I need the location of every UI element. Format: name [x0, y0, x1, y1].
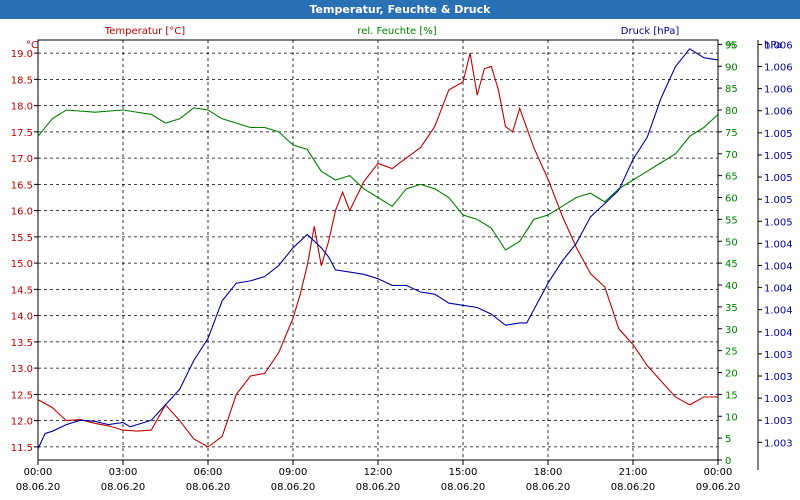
- temperature-tick-label: 18.0: [11, 102, 33, 113]
- humidity-tick-label: 70: [725, 150, 738, 161]
- series-header: Druck [hPa]: [621, 26, 680, 37]
- humidity-tick-label: 90: [725, 62, 738, 73]
- pressure-tick-label: 1.003: [764, 350, 793, 361]
- temperature-tick-label: 18.5: [11, 75, 33, 86]
- temperature-tick-label: 14.5: [11, 285, 33, 296]
- pressure-tick-label: 1.006: [764, 85, 793, 96]
- humidity-tick-label: 20: [725, 369, 738, 380]
- x-tick-time: 21:00: [619, 467, 648, 478]
- pressure-tick-label: 1.006: [764, 63, 793, 74]
- series-line-temperature: [37, 52, 718, 448]
- series-header: Temperatur [°C]: [104, 26, 185, 37]
- pressure-tick-label: 1.004: [764, 284, 793, 295]
- temperature-tick-label: 16.5: [11, 180, 33, 191]
- x-tick-time: 15:00: [449, 467, 478, 478]
- temperature-unit: °C: [26, 40, 38, 51]
- x-tick-date: 08.06.20: [271, 482, 316, 493]
- pressure-tick-label: 1.005: [764, 173, 793, 184]
- pressure-tick-label: 1.003: [764, 438, 793, 449]
- series-header: rel. Feuchte [%]: [357, 26, 436, 37]
- humidity-tick-label: 5: [725, 434, 731, 445]
- temperature-tick-label: 12.0: [11, 417, 33, 428]
- temperature-tick-label: 15.0: [11, 259, 33, 270]
- temperature-tick-label: 11.5: [11, 443, 33, 454]
- pressure-tick-label: 1.005: [764, 151, 793, 162]
- pressure-tick-label: 1.005: [764, 217, 793, 228]
- x-tick-date: 08.06.20: [101, 482, 146, 493]
- pressure-tick-label: 1.006: [764, 107, 793, 118]
- temperature-tick-label: 14.0: [11, 312, 33, 323]
- humidity-tick-label: 40: [725, 281, 738, 292]
- pressure-tick-label: 1.004: [764, 239, 793, 250]
- x-tick-time: 03:00: [109, 467, 138, 478]
- humidity-tick-label: 95: [725, 40, 738, 51]
- pressure-tick-label: 1.003: [764, 394, 793, 405]
- series-line-pressure: [37, 48, 719, 450]
- x-tick-time: 18:00: [534, 467, 563, 478]
- humidity-tick-label: 45: [725, 259, 738, 270]
- pressure-unit: hPa: [764, 40, 782, 51]
- x-tick-time: 09:00: [279, 467, 308, 478]
- humidity-tick-label: 50: [725, 237, 738, 248]
- humidity-tick-label: 25: [725, 347, 738, 358]
- temperature-tick-label: 12.5: [11, 390, 33, 401]
- pressure-tick-label: 1.005: [764, 195, 793, 206]
- humidity-tick-label: 0: [725, 456, 731, 467]
- humidity-tick-label: 75: [725, 128, 738, 139]
- x-tick-date: 08.06.20: [186, 482, 231, 493]
- pressure-tick-label: 1.004: [764, 306, 793, 317]
- chart: 11.5 12.0 12.5 13.0 13.5 14.0 14.5 15.0 15.5 16.0…: [11, 26, 793, 493]
- temperature-tick-label: 13.5: [11, 338, 33, 349]
- series-line-humidity: [37, 107, 719, 251]
- humidity-tick-label: 15: [725, 390, 738, 401]
- x-tick-date: 08.06.20: [441, 482, 486, 493]
- humidity-tick-label: 30: [725, 325, 738, 336]
- x-tick-time: 12:00: [364, 467, 393, 478]
- pressure-tick-label: 1.005: [764, 129, 793, 140]
- chart-title: Temperatur, Feuchte & Druck: [0, 0, 800, 19]
- pressure-tick-label: 1.004: [764, 328, 793, 339]
- pressure-tick-label: 1.004: [764, 261, 793, 272]
- humidity-tick-label: 10: [725, 412, 738, 423]
- humidity-tick-label: 60: [725, 194, 738, 205]
- x-tick-date: 08.06.20: [356, 482, 401, 493]
- pressure-tick-label: 1.003: [764, 372, 793, 383]
- x-tick-time: 00:00: [24, 467, 53, 478]
- humidity-tick-label: 65: [725, 172, 738, 183]
- temperature-tick-label: 15.5: [11, 233, 33, 244]
- humidity-tick-label: 80: [725, 106, 738, 117]
- x-tick-date: 08.06.20: [611, 482, 656, 493]
- humidity-tick-label: 85: [725, 84, 738, 95]
- x-tick-time: 00:00: [704, 467, 733, 478]
- temperature-tick-label: 17.0: [11, 154, 33, 165]
- x-tick-date: 08.06.20: [526, 482, 571, 493]
- x-tick-date: 09.06.20: [696, 482, 741, 493]
- x-tick-date: 08.06.20: [16, 482, 61, 493]
- temperature-tick-label: 13.0: [11, 364, 33, 375]
- temperature-tick-label: 19.0: [11, 49, 33, 60]
- humidity-tick-label: 55: [725, 215, 738, 226]
- temperature-tick-label: 17.5: [11, 128, 33, 139]
- humidity-unit: %: [726, 40, 736, 51]
- humidity-tick-label: 35: [725, 303, 738, 314]
- pressure-tick-label: 1.006: [764, 40, 793, 51]
- pressure-tick-label: 1.003: [764, 416, 793, 427]
- temperature-tick-label: 16.0: [11, 207, 33, 218]
- x-tick-time: 06:00: [194, 467, 223, 478]
